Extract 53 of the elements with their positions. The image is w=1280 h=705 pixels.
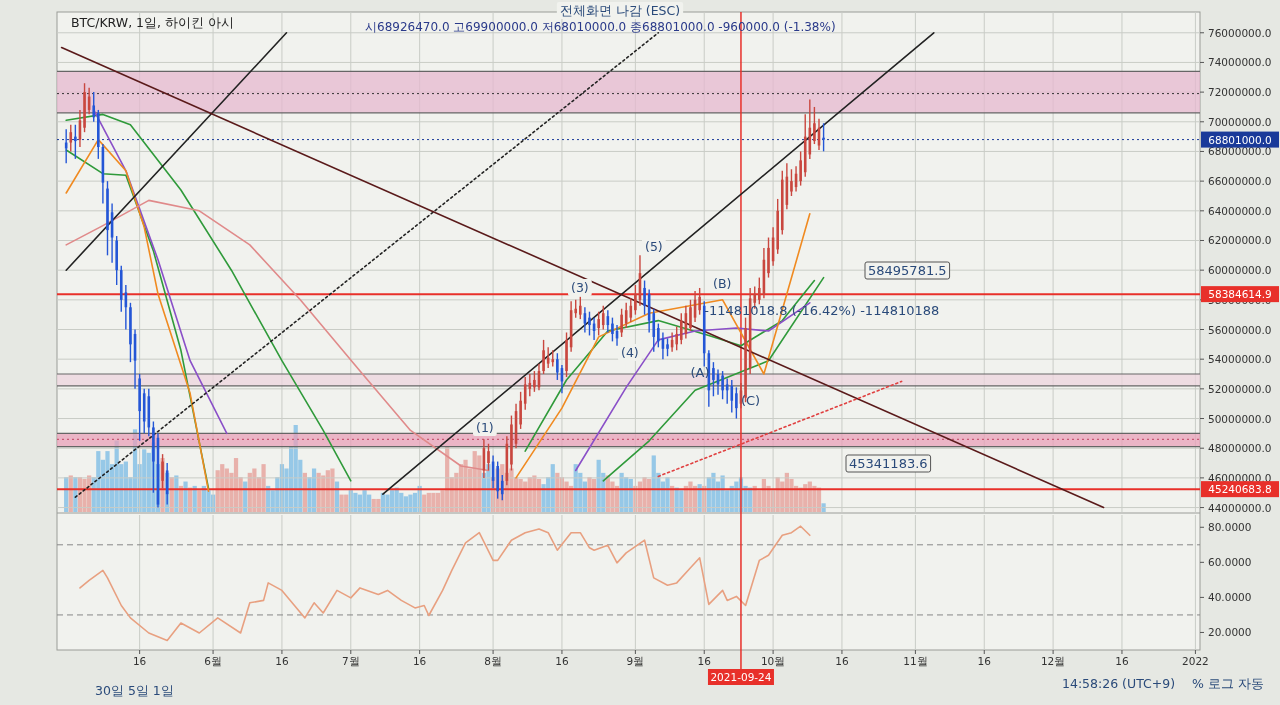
- text: 30일 5일 1일: [95, 683, 174, 698]
- y-tick-label: 72000000.0: [1208, 86, 1272, 99]
- x-tick-label: 2022: [1182, 655, 1209, 667]
- y-tick-label: 62000000.0: [1208, 234, 1272, 247]
- x-tick-label: 10월: [760, 655, 786, 667]
- x-tick-label: 8월: [484, 655, 502, 667]
- y-tick-label: 20.0000: [1208, 626, 1252, 639]
- x-tick-label: 16: [977, 655, 992, 667]
- annotation: (B): [713, 276, 732, 291]
- y-tick-label: 60000000.0: [1208, 264, 1272, 277]
- y-tick-label: 74000000.0: [1208, 56, 1272, 69]
- x-tick-label: 16: [412, 655, 427, 667]
- y-tick-label: 48000000.0: [1208, 442, 1272, 455]
- text: 14:58:26 (UTC+9): [1062, 676, 1176, 691]
- x-tick-label: 16: [1115, 655, 1129, 667]
- x-tick-label: 16: [835, 655, 849, 667]
- annotation: (4): [621, 345, 639, 360]
- x-tick-label: 16: [697, 655, 712, 667]
- annotation: (3): [571, 280, 589, 295]
- x-tick-label: 16: [132, 655, 147, 667]
- annotation: 45341183.6: [849, 456, 928, 471]
- y-tick-label: 46000000.0: [1208, 471, 1272, 484]
- y-tick-label: 44000000.0: [1208, 501, 1272, 514]
- y-tick-label: 64000000.0: [1208, 204, 1272, 217]
- annotation: (1): [476, 420, 494, 435]
- text: % 로그 자동: [1192, 676, 1264, 691]
- ref-line-label: 58384614.9: [1208, 288, 1272, 301]
- annotation: 58495781.5: [868, 263, 947, 278]
- y-tick-label: 80.0000: [1208, 521, 1252, 534]
- ref-line-label: 68801000.0: [1208, 133, 1272, 146]
- y-tick-label: 52000000.0: [1208, 382, 1272, 395]
- x-tick-label: 16: [555, 655, 569, 667]
- y-tick-label: 60.0000: [1208, 556, 1252, 569]
- x-tick-label: 7월: [341, 655, 360, 667]
- x-tick-label: 11월: [903, 655, 928, 667]
- x-tick-label: 16: [275, 655, 289, 667]
- x-tick-label: 12월: [1040, 655, 1066, 667]
- x-tick-label: 6월: [204, 655, 222, 667]
- y-tick-label: 50000000.0: [1208, 412, 1272, 425]
- ref-line-label: 2021-09-24: [710, 671, 772, 683]
- chart-title: BTC/KRW, 1일, 하이킨 아시: [71, 15, 234, 30]
- ref-line-label: 45240683.8: [1208, 483, 1272, 496]
- y-tick-label: 66000000.0: [1208, 175, 1272, 188]
- annotation: 전체화면 나감 (ESC): [559, 3, 681, 18]
- y-tick-label: 68000000.0: [1208, 145, 1272, 158]
- y-tick-label: 70000000.0: [1208, 115, 1272, 128]
- x-tick-label: 9월: [626, 655, 645, 667]
- y-tick-label: 76000000.0: [1208, 26, 1272, 39]
- annotation: (C): [740, 393, 761, 409]
- y-tick-label: 40.0000: [1208, 591, 1252, 604]
- annotation: (5): [645, 239, 663, 254]
- y-tick-label: 54000000.0: [1208, 353, 1272, 366]
- y-tick-label: 56000000.0: [1208, 323, 1272, 336]
